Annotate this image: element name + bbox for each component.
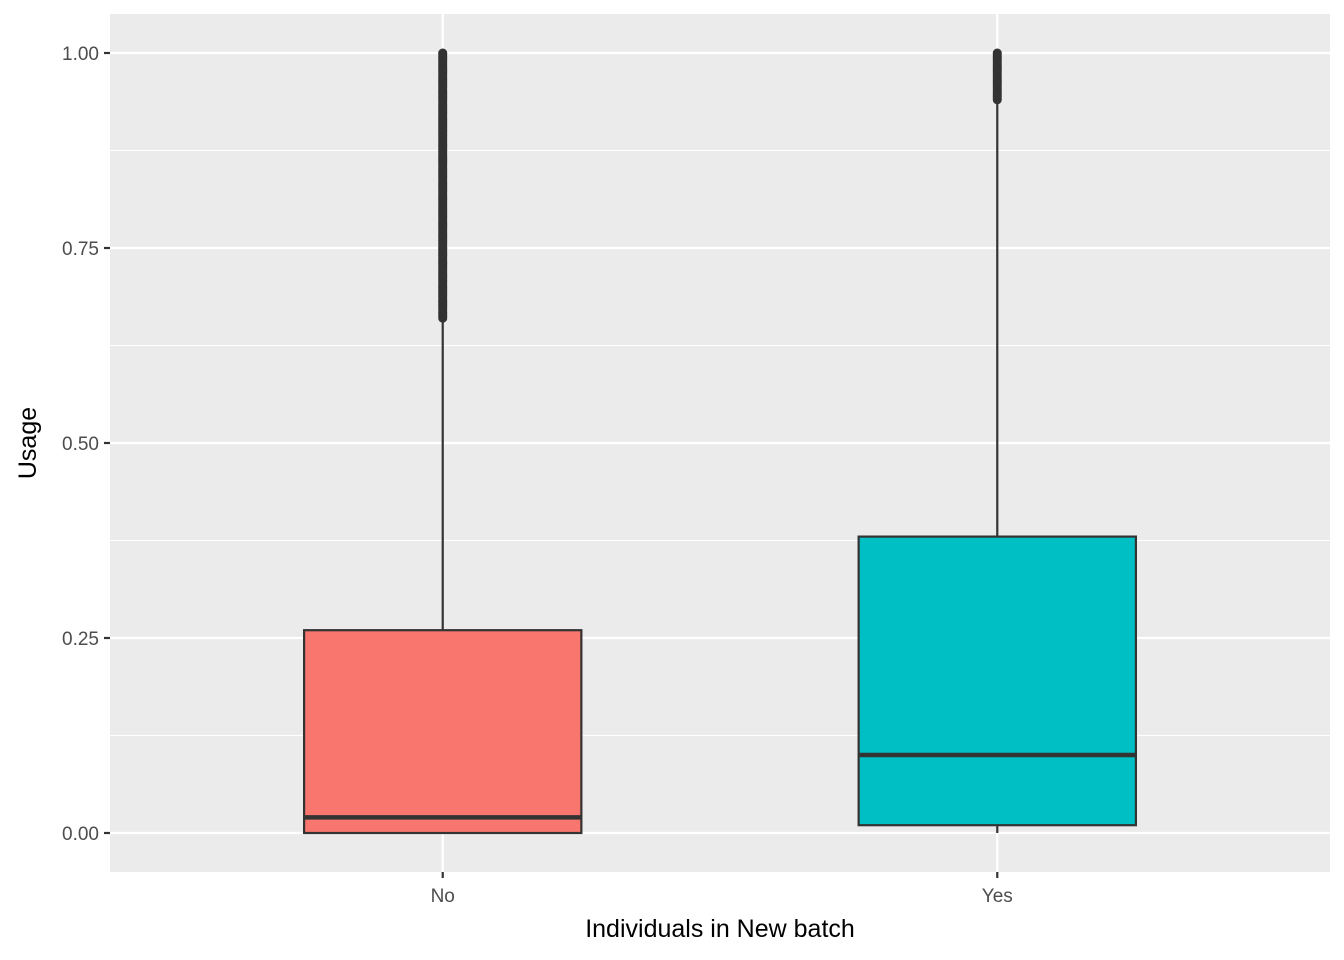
box-body <box>857 535 1138 827</box>
box-yes <box>857 48 1138 833</box>
x-tick-label: No <box>431 886 455 907</box>
y-tick-label: 0.25 <box>62 629 99 650</box>
y-tick-label: 0.75 <box>62 239 99 260</box>
y-tick-label: 0.50 <box>62 434 99 455</box>
x-axis-title: Individuals in New batch <box>585 915 855 943</box>
box-no <box>302 48 583 835</box>
outlier-point <box>992 48 1002 58</box>
box-series <box>302 48 1138 835</box>
x-axis: No Yes <box>431 872 1013 907</box>
y-tick-label: 0.00 <box>62 824 99 845</box>
y-tick-label: 1.00 <box>62 44 99 65</box>
box-body <box>302 629 583 835</box>
outlier-point <box>438 48 448 58</box>
y-axis-title: Usage <box>14 407 42 479</box>
x-tick-label: Yes <box>982 886 1013 907</box>
y-axis: 0.00 0.25 0.50 0.75 1.00 <box>62 44 110 845</box>
